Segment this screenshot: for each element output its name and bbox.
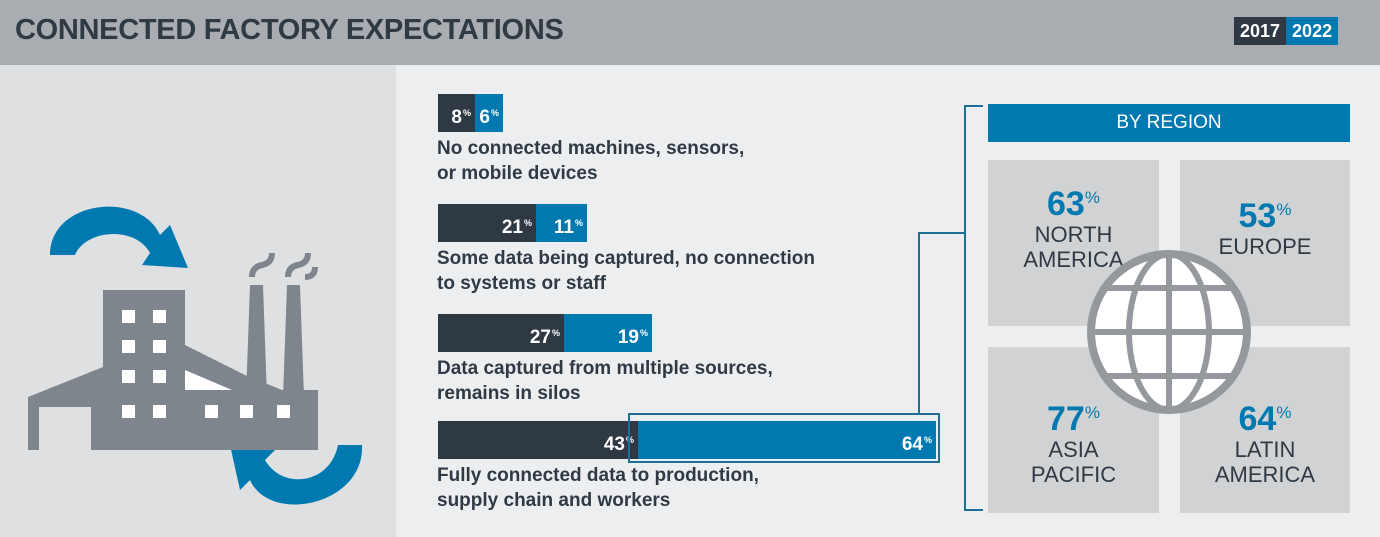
bar-label-2017-2: 27% <box>529 327 560 348</box>
bar-label-2017-0: 8% <box>451 107 471 128</box>
category-label: No connected machines, sensors, or mobile… <box>437 138 745 184</box>
connector-line <box>918 232 965 234</box>
region-value: 53% <box>1238 197 1292 235</box>
smoke-icon <box>249 252 275 278</box>
bar-label-2022-2: 19% <box>617 327 648 348</box>
cycle-arrow-top-icon <box>50 206 188 268</box>
legend-2017: 2017 <box>1234 17 1287 45</box>
bar-label-2017-1: 21% <box>501 217 532 238</box>
bar-label-2017-3: 43% <box>603 434 634 455</box>
bar-2022-0 <box>475 94 503 132</box>
region-value: 77% <box>1047 400 1100 438</box>
category-label: Data captured from multiple sources, rema… <box>437 358 773 404</box>
cycle-arrow-bottom-icon <box>230 445 363 505</box>
factory-icon <box>28 206 363 505</box>
bar-2022-1 <box>536 204 587 242</box>
bar-2017-3 <box>438 421 638 459</box>
year-legend: 2017 2022 <box>1234 17 1339 45</box>
bar-2022-3 <box>638 421 936 459</box>
bar-2017-1 <box>438 204 536 242</box>
region-bracket <box>964 105 966 510</box>
header-bar: CONNECTED FACTORY EXPECTATIONS 2017 2022 <box>0 0 1380 65</box>
bar-label-2022-1: 11% <box>553 217 583 238</box>
highlight-box <box>628 413 940 463</box>
connector-line <box>918 232 920 414</box>
region-bracket-bottom <box>964 509 983 511</box>
region-name: LATIN AMERICA <box>1214 437 1316 487</box>
bar-2017-0 <box>438 94 475 132</box>
legend-2022: 2022 <box>1286 17 1339 45</box>
region-name: NORTH AMERICA <box>1023 222 1124 272</box>
region-heading: BY REGION <box>988 104 1350 142</box>
region-value: 63% <box>1047 185 1100 223</box>
bar-label-2022-3: 64% <box>901 434 932 455</box>
region-bracket-top <box>964 105 983 107</box>
bar-2017-2 <box>438 314 564 352</box>
illustration-panel <box>0 65 396 537</box>
bar-2022-2 <box>564 314 652 352</box>
bar-label-2022-0: 6% <box>479 107 499 128</box>
category-label: Fully connected data to production, suppl… <box>437 465 759 511</box>
globe-icon <box>1087 250 1251 414</box>
page-title: CONNECTED FACTORY EXPECTATIONS <box>15 14 564 46</box>
region-value: 64% <box>1238 400 1292 438</box>
region-name: ASIA PACIFIC <box>1030 437 1117 487</box>
category-label: Some data being captured, no connection t… <box>437 248 815 294</box>
region-name: EUROPE <box>1218 234 1312 259</box>
